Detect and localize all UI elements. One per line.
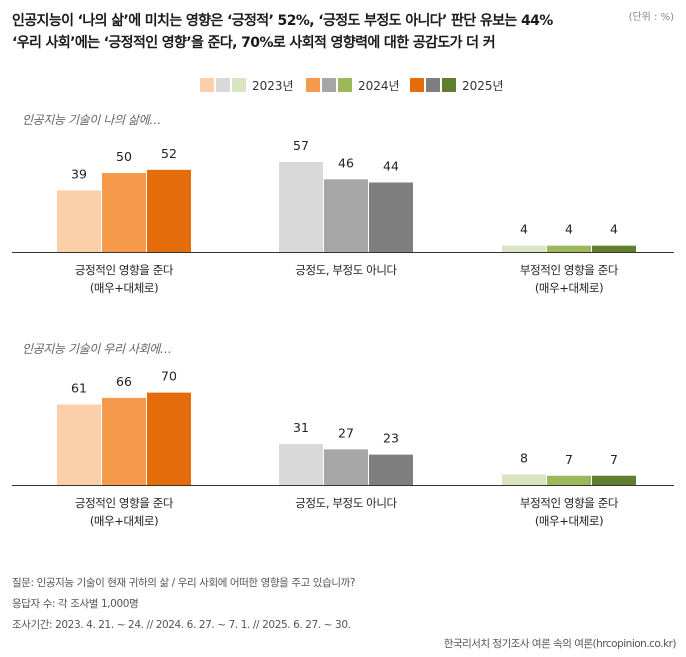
bar bbox=[147, 392, 191, 485]
bar bbox=[147, 169, 191, 252]
category-label: (매우+대체로) bbox=[90, 281, 158, 295]
bar bbox=[502, 474, 546, 485]
chart-title: 인공지능이 ‘나의 삶’에 미치는 영향은 ‘긍정적’ 52%, ‘긍정도 부정… bbox=[12, 10, 553, 54]
bar bbox=[324, 179, 368, 252]
source-label: 한국리서치 정기조사 여론 속의 여론(hrcopinion.co.kr) bbox=[443, 638, 677, 650]
data-label: 7 bbox=[565, 452, 573, 467]
data-label: 44 bbox=[383, 158, 399, 173]
footer-respondents: 응답자 수: 각 조사별 1,000명 bbox=[12, 598, 139, 610]
legend-swatch bbox=[232, 78, 246, 92]
footer-period: 조사기간: 2023. 4. 21. ~ 24. // 2024. 6. 27.… bbox=[12, 619, 351, 631]
bar bbox=[324, 449, 368, 485]
legend-swatch bbox=[426, 78, 440, 92]
category-label: 긍정도, 부정도 아니다 bbox=[295, 263, 397, 277]
unit-label: (단위 : %) bbox=[628, 12, 674, 23]
category-label: 부정적인 영향을 준다 bbox=[520, 496, 619, 510]
title-line-1: 인공지능이 ‘나의 삶’에 미치는 영향은 ‘긍정적’ 52%, ‘긍정도 부정… bbox=[12, 13, 553, 29]
legend-label-2023: 2023년 bbox=[252, 79, 294, 93]
category-label: 긍정적인 영향을 준다 bbox=[75, 496, 174, 510]
legend-swatch bbox=[200, 78, 214, 92]
chart-our-society: 61 66 70 긍정적인 영향을 준다 (매우+대체로) 31 27 23 긍정도, 부정도 … bbox=[12, 369, 674, 528]
bar bbox=[592, 475, 636, 485]
category-label: 부정적인 영향을 준다 bbox=[520, 263, 619, 277]
bar bbox=[547, 245, 591, 252]
data-label: 27 bbox=[338, 425, 354, 440]
data-label: 4 bbox=[610, 222, 618, 237]
data-label: 23 bbox=[383, 431, 399, 446]
footer-question: 질문: 인공지능 기술이 현재 귀하의 삶 / 우리 사회에 어떠한 영향을 주… bbox=[12, 577, 356, 589]
bar bbox=[279, 161, 323, 252]
legend-swatch bbox=[306, 78, 320, 92]
bar bbox=[279, 444, 323, 485]
bar bbox=[369, 182, 413, 252]
data-label: 57 bbox=[293, 138, 309, 153]
bar bbox=[502, 245, 546, 252]
data-label: 52 bbox=[161, 146, 177, 161]
legend-swatch bbox=[216, 78, 230, 92]
legend-label-2024: 2024년 bbox=[358, 79, 400, 93]
bar bbox=[57, 404, 101, 485]
legend-swatch bbox=[338, 78, 352, 92]
data-label: 66 bbox=[116, 374, 132, 389]
bar bbox=[592, 245, 636, 252]
data-label: 50 bbox=[116, 149, 132, 164]
data-label: 70 bbox=[161, 369, 177, 384]
data-label: 61 bbox=[71, 380, 87, 395]
title-line-2: ‘우리 사회’에는 ‘긍정적인 영향’을 준다, 70%로 사회적 영향력에 대… bbox=[12, 35, 496, 51]
bar bbox=[102, 397, 146, 485]
data-label: 8 bbox=[520, 450, 528, 465]
data-label: 4 bbox=[520, 222, 528, 237]
legend: 2023년 2024년 2025년 bbox=[0, 76, 686, 96]
data-label: 31 bbox=[293, 420, 309, 435]
data-label: 39 bbox=[71, 166, 87, 181]
bar bbox=[369, 454, 413, 485]
category-label: (매우+대체로) bbox=[535, 281, 603, 295]
data-label: 46 bbox=[338, 155, 354, 170]
category-label: (매우+대체로) bbox=[535, 514, 603, 528]
data-label: 4 bbox=[565, 222, 573, 237]
bar bbox=[102, 173, 146, 252]
legend-swatch bbox=[410, 78, 424, 92]
category-label: 긍정적인 영향을 준다 bbox=[75, 263, 174, 277]
legend-swatch bbox=[442, 78, 456, 92]
category-label: (매우+대체로) bbox=[90, 514, 158, 528]
legend-label-2025: 2025년 bbox=[462, 79, 504, 93]
bar bbox=[57, 190, 101, 252]
category-label: 긍정도, 부정도 아니다 bbox=[295, 496, 397, 510]
chart-2-subtitle: 인공지능 기술이 우리 사회에… bbox=[22, 342, 172, 356]
chart-1-subtitle: 인공지능 기술이 나의 삶에… bbox=[22, 113, 161, 127]
bar bbox=[547, 475, 591, 485]
data-label: 7 bbox=[610, 452, 618, 467]
legend-swatch bbox=[322, 78, 336, 92]
